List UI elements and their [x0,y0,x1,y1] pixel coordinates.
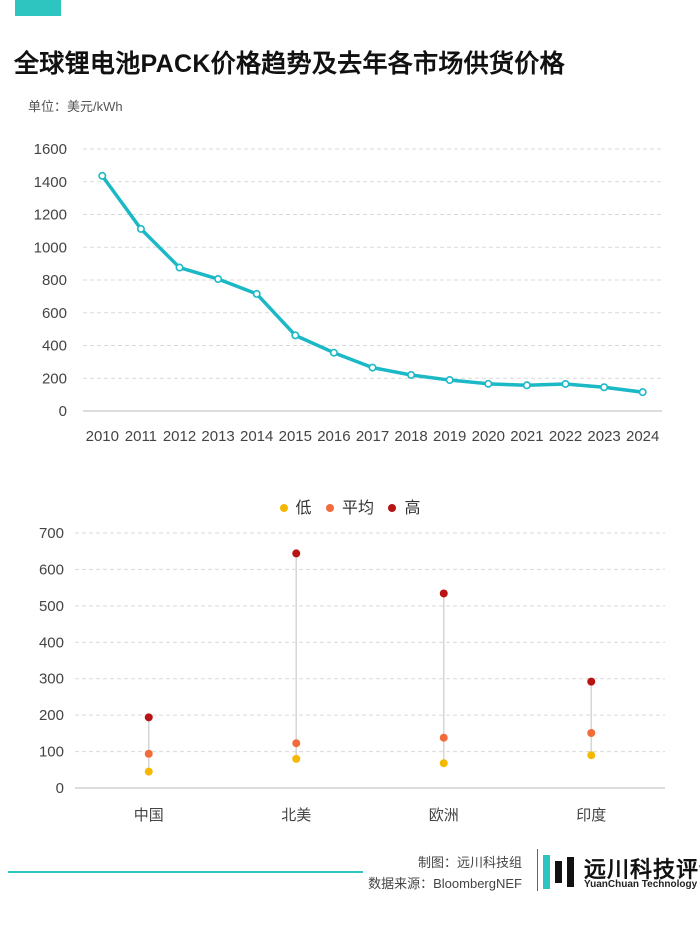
legend-label-avg: 平均 [341,500,374,517]
data-point [561,379,570,388]
y-tick-label: 1200 [34,207,67,224]
data-point [175,263,184,272]
x-tick-label: 2020 [472,428,505,445]
x-tick-label: 2024 [626,428,659,445]
y-tick-label: 1400 [34,174,67,191]
y-tick-label: 400 [42,338,67,355]
credits: 制图：远川科技组 数据来源：BloombergNEF [368,852,522,894]
legend-label-low: 低 [295,500,312,517]
dot-avg [439,733,448,742]
data-point [291,331,300,340]
data-point [445,376,454,385]
dot-high [292,549,301,558]
x-tick-label: 2015 [279,428,312,445]
dot-avg [292,739,301,748]
x-tick-label: 2019 [433,428,466,445]
dot-low [144,767,153,776]
legend-item-low: 低 [279,494,312,518]
price-line [100,174,645,394]
brand-logo-icon [543,855,574,889]
x-tick-label: 2014 [240,428,273,445]
category-label: 欧洲 [429,807,459,824]
y-tick-label: 200 [42,370,67,387]
y-tick-label: 400 [39,634,64,651]
source-credit: 数据来源：BloombergNEF [368,876,522,891]
y-tick-label: 700 [39,525,64,542]
x-tick-label: 2012 [163,428,196,445]
x-tick-label: 2010 [86,428,119,445]
x-tick-label: 2016 [317,428,350,445]
x-tick-label: 2011 [125,428,157,445]
line-chart: 0 200 400 600 800 1000 1200 1400 1600 2010 2011 201… [34,141,662,445]
y-tick-label: 800 [42,272,67,289]
unit-label: 单位：美元/kWh [28,99,123,114]
legend-label-high: 高 [404,500,421,517]
data-point [98,171,107,180]
legend-dot-avg [325,503,334,512]
dot-low [292,754,301,763]
y-tick-label: 600 [39,561,64,578]
data-point [407,370,416,379]
legend-dot-high [388,503,397,512]
y-tick-label: 1000 [34,239,67,256]
range-dot-chart: 0 100 200 300 400 500 600 700 中国 北美 欧洲 印度 [39,525,665,824]
header-accent-bar [15,0,61,16]
y-tick-label: 0 [56,780,64,797]
legend-item-avg: 平均 [325,494,374,518]
scatter-legend: 低 平均 高 [0,494,700,518]
legend-dot-low [279,503,288,512]
category-label: 印度 [576,807,606,824]
x-tick-label: 2013 [201,428,234,445]
chart-title: 全球锂电池PACK价格趋势及去年各市场供货价格 [14,50,565,78]
legend-item-high: 高 [388,494,420,518]
maker-credit: 制图：远川科技组 [417,855,522,870]
data-point [136,224,145,233]
data-point [368,363,377,372]
y-tick-label: 100 [39,744,64,761]
brand-name: 远川科技评论 [584,857,700,882]
x-tick-label: 2023 [587,428,620,445]
data-point [600,383,609,392]
y-tick-label: 500 [39,598,64,615]
dot-high [144,713,153,722]
dot-avg [144,749,153,758]
category-label: 中国 [134,807,164,824]
brand-name-en: YuanChuan Technology Review [584,879,700,890]
y-tick-label: 300 [39,671,64,688]
data-point [522,381,531,390]
dot-high [439,589,448,598]
y-tick-label: 200 [39,707,64,724]
data-point [214,275,223,284]
data-point [252,289,261,298]
data-point [329,348,338,357]
dot-avg [587,728,596,737]
y-tick-label: 1600 [34,141,67,158]
dot-low [587,751,596,760]
x-tick-label: 2021 [510,428,543,445]
dot-high [587,677,596,686]
data-point [484,379,493,388]
y-tick-label: 600 [42,305,67,322]
x-tick-label: 2018 [394,428,427,445]
category-label: 北美 [281,807,311,824]
data-point [638,388,647,397]
y-tick-label: 0 [59,403,67,420]
footer-divider [537,849,538,891]
x-tick-label: 2017 [356,428,389,445]
dot-low [439,759,448,768]
footer-accent-line [8,871,363,873]
x-tick-label: 2022 [549,428,582,445]
